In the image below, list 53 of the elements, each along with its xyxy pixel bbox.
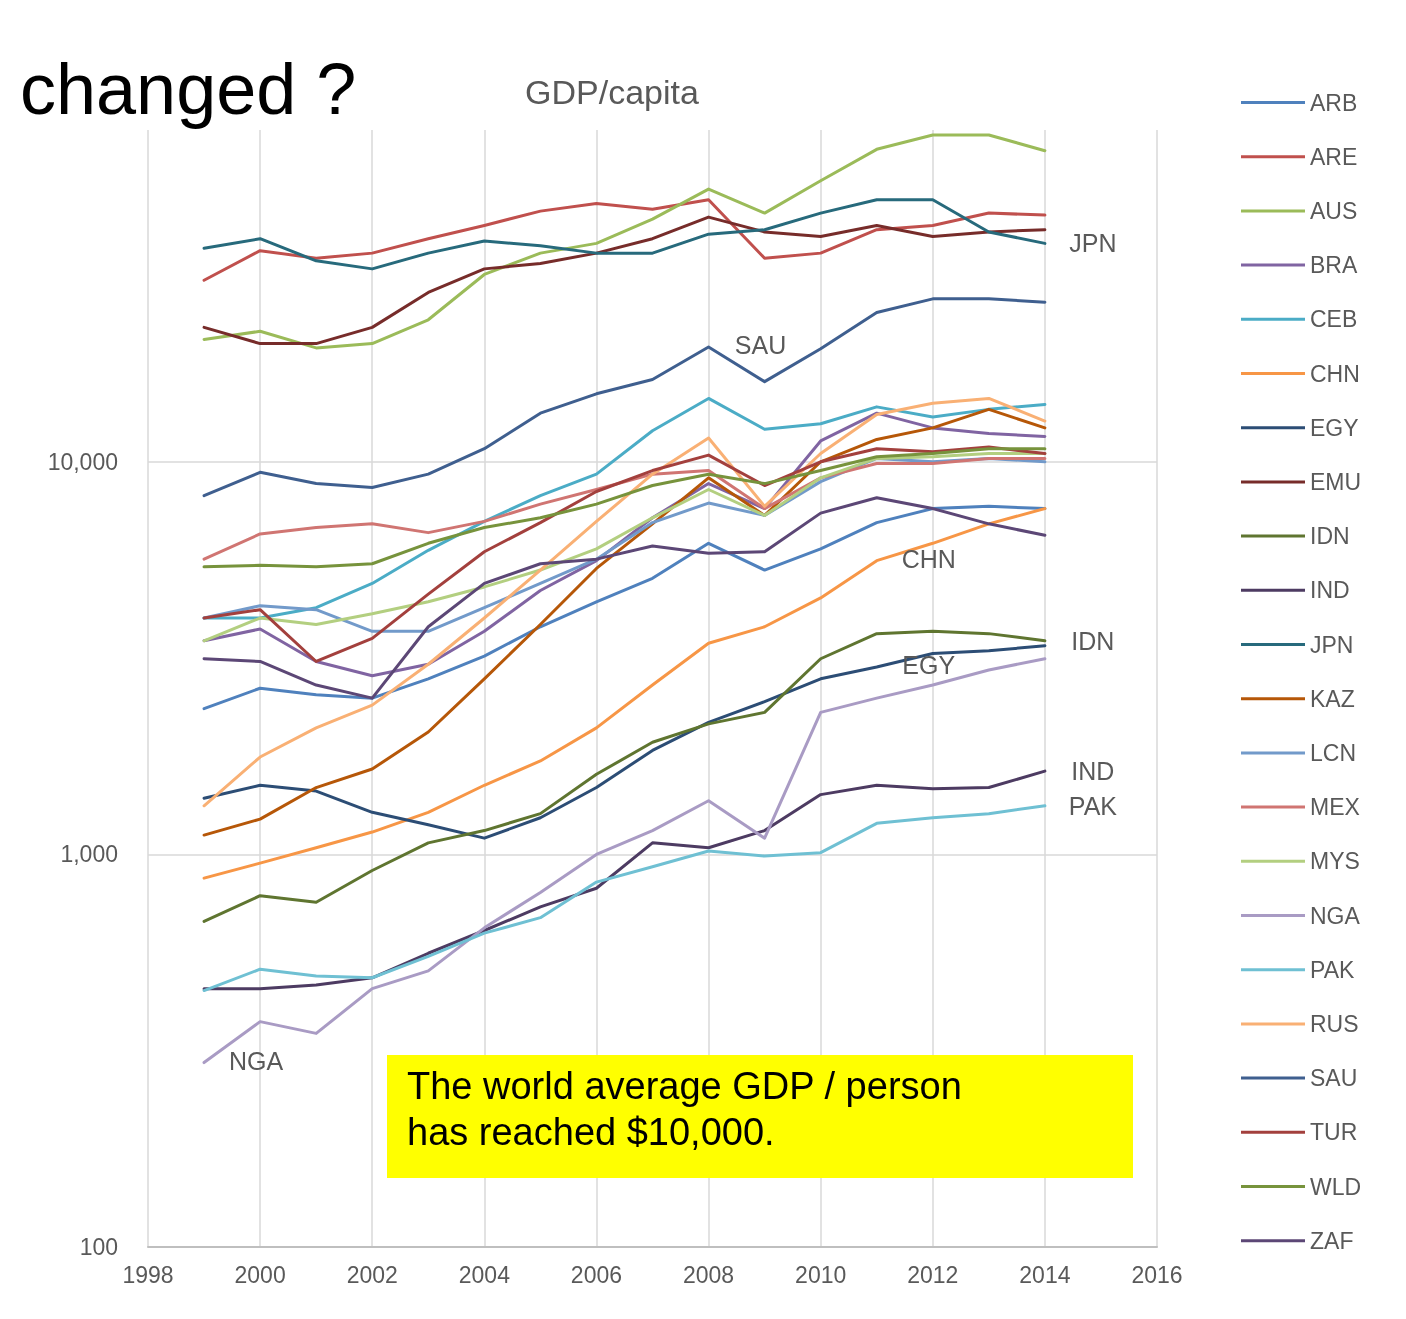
note-box: The world average GDP / person has reached $10,000. xyxy=(387,1055,1133,1178)
chart-subtitle: changed ? xyxy=(20,48,357,130)
legend-label: AUS xyxy=(1310,197,1358,224)
annotation: JPN xyxy=(1069,229,1117,258)
annotation: EGY xyxy=(902,651,956,680)
legend-label: TUR xyxy=(1310,1119,1358,1146)
x-tick-label: 2010 xyxy=(795,1261,847,1288)
x-tick-label: 2004 xyxy=(458,1261,511,1288)
y-tick-label: 100 xyxy=(79,1234,118,1260)
annotation: IND xyxy=(1071,757,1115,786)
line-series xyxy=(202,804,1047,993)
legend-label: ARB xyxy=(1310,89,1358,116)
line-series xyxy=(202,396,1047,620)
legend-label: WLD xyxy=(1310,1173,1362,1200)
line-series xyxy=(202,644,1047,840)
y-tick-label: 1,000 xyxy=(60,841,118,868)
legend-label: IND xyxy=(1310,577,1350,604)
line-series xyxy=(202,297,1047,498)
annotation: NGA xyxy=(228,1046,284,1075)
annotation: SAU xyxy=(734,331,787,360)
legend-label: EMU xyxy=(1310,468,1362,495)
legend-label: CHN xyxy=(1310,360,1360,387)
x-tick-label: 2002 xyxy=(346,1261,398,1288)
x-tick-label: 2016 xyxy=(1131,1261,1183,1288)
x-tick-label: 2012 xyxy=(907,1261,959,1288)
line-series xyxy=(202,769,1047,991)
legend-label: LCN xyxy=(1310,739,1357,766)
legend-label: ZAF xyxy=(1310,1227,1354,1254)
legend-label: CEB xyxy=(1310,306,1358,333)
legend-label: IDN xyxy=(1310,523,1350,550)
annotation: IDN xyxy=(1071,626,1115,655)
legend-label: MEX xyxy=(1310,794,1360,821)
x-tick-label: 1998 xyxy=(122,1261,174,1288)
legend-label: RUS xyxy=(1310,1010,1359,1037)
legend-label: ARE xyxy=(1310,143,1358,170)
legend-label: MYS xyxy=(1310,848,1360,875)
legend-label: SAU xyxy=(1310,1065,1358,1092)
line-series xyxy=(202,629,1047,923)
annotation: CHN xyxy=(901,544,956,573)
x-tick-label: 2000 xyxy=(234,1261,286,1288)
x-tick-label: 2014 xyxy=(1019,1261,1071,1288)
legend-label: BRA xyxy=(1310,252,1358,279)
chart-title: GDP/capita xyxy=(525,73,700,111)
legend-label: EGY xyxy=(1310,414,1359,441)
legend-label: PAK xyxy=(1310,956,1355,983)
legend-label: KAZ xyxy=(1310,685,1355,712)
y-tick-label: 10,000 xyxy=(47,448,118,475)
line-series xyxy=(202,507,1047,880)
annotation: PAK xyxy=(1068,791,1118,820)
x-tick-label: 2006 xyxy=(570,1261,623,1288)
legend-label: JPN xyxy=(1310,631,1354,658)
legend-label: NGA xyxy=(1310,902,1361,929)
x-tick-label: 2008 xyxy=(682,1261,735,1288)
